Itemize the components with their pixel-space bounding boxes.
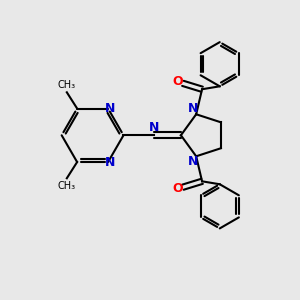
Text: N: N [105,102,116,115]
Text: CH₃: CH₃ [58,80,76,90]
Text: N: N [188,155,198,168]
Text: N: N [188,103,198,116]
Text: N: N [105,156,116,169]
Text: O: O [172,182,183,195]
Text: O: O [172,75,183,88]
Text: N: N [149,122,160,134]
Text: CH₃: CH₃ [58,181,76,190]
